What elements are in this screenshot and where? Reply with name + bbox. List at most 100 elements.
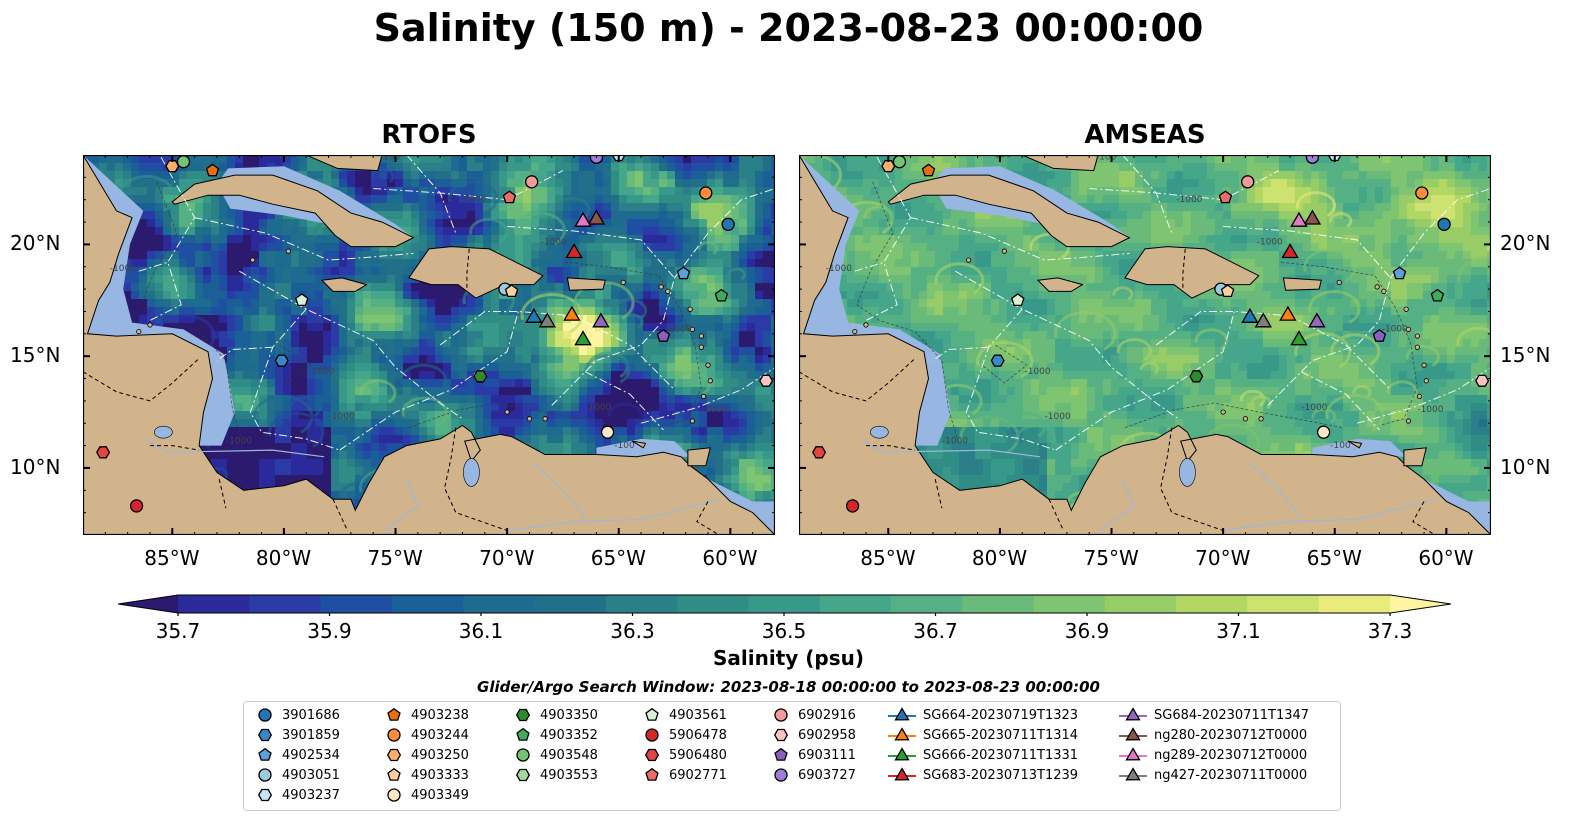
- legend-marker[interactable]: [644, 748, 660, 762]
- legend-marker[interactable]: [387, 767, 401, 781]
- glider-SG683-20230713T1239[interactable]: [565, 243, 583, 259]
- legend-marker[interactable]: [1125, 727, 1141, 741]
- lat-tick-label: 15°N: [10, 343, 61, 368]
- legend-marker[interactable]: [258, 708, 272, 722]
- glider-ng289-20230712T0000[interactable]: [1290, 211, 1308, 227]
- float-4903238[interactable]: [205, 163, 220, 177]
- float-4902534[interactable]: [676, 266, 691, 280]
- float-4903250[interactable]: [881, 160, 896, 173]
- legend-marker[interactable]: [387, 788, 401, 802]
- float-4903548[interactable]: [176, 155, 191, 169]
- legend-marker[interactable]: [894, 707, 910, 721]
- float-5906478[interactable]: [129, 499, 144, 513]
- float-3901859[interactable]: [990, 354, 1005, 367]
- float-4903350[interactable]: [1189, 370, 1204, 383]
- float-6902958[interactable]: [759, 374, 774, 387]
- glider-SG684-20230711T1347[interactable]: [1308, 312, 1326, 328]
- legend-marker[interactable]: [645, 707, 659, 721]
- glider-ng427-20230711T0000[interactable]: [538, 312, 557, 328]
- float-4903548[interactable]: [892, 155, 907, 169]
- float-4903352[interactable]: [714, 288, 729, 302]
- legend-marker[interactable]: [387, 707, 401, 721]
- glider-SG666-20230711T1331[interactable]: [1290, 330, 1308, 346]
- legend-marker[interactable]: [258, 747, 272, 761]
- legend-marker[interactable]: [894, 747, 910, 761]
- legend-label: 3901686: [282, 707, 340, 723]
- float-4903250[interactable]: [165, 160, 180, 173]
- float-4903333[interactable]: [1220, 284, 1235, 298]
- legend-marker[interactable]: [257, 728, 273, 742]
- map-amseas[interactable]: -1000 -1000 -1000 -1000 -100 -100 -100 -1000 -10…: [798, 154, 1492, 536]
- float-4902534[interactable]: [1392, 266, 1407, 280]
- glider-SG664-20230719T1323[interactable]: [1241, 307, 1259, 323]
- float-6903727[interactable]: [1305, 155, 1320, 164]
- float-6903111[interactable]: [656, 329, 671, 342]
- legend-marker[interactable]: [773, 728, 789, 742]
- float-4903238[interactable]: [921, 163, 936, 177]
- legend-entry: 6902958: [770, 725, 856, 745]
- float-4903349[interactable]: [1316, 425, 1331, 439]
- glider-SG665-20230711T1314[interactable]: [1279, 305, 1297, 321]
- legend-marker[interactable]: [894, 727, 910, 741]
- legend-marker[interactable]: [515, 708, 531, 722]
- float-6903727[interactable]: [589, 155, 604, 164]
- colorbar-bin: [1176, 595, 1249, 613]
- legend-label: SG684-20230711T1347: [1154, 707, 1310, 723]
- legend-marker[interactable]: [1125, 767, 1141, 781]
- float-4903352[interactable]: [1430, 288, 1445, 302]
- float-6902916[interactable]: [1241, 175, 1255, 189]
- float-6902771[interactable]: [502, 190, 517, 204]
- float-6902916[interactable]: [525, 175, 539, 189]
- colorbar-label: Salinity (psu): [712, 646, 864, 670]
- colorbar-bin: [748, 595, 821, 613]
- float-4903561[interactable]: [295, 293, 309, 307]
- legend-marker[interactable]: [1125, 707, 1141, 721]
- legend-marker[interactable]: [516, 748, 530, 762]
- float-5906478[interactable]: [845, 499, 860, 513]
- legend-marker[interactable]: [1125, 747, 1141, 761]
- glider-SG683-20230713T1239[interactable]: [1281, 243, 1299, 259]
- colorbar-bin: [320, 595, 393, 613]
- float-6902771[interactable]: [1218, 190, 1233, 204]
- glider-SG665-20230711T1314[interactable]: [563, 305, 581, 321]
- float-4903244[interactable]: [699, 186, 713, 200]
- float-6903111[interactable]: [1372, 329, 1387, 342]
- glider-SG664-20230719T1323[interactable]: [525, 307, 543, 323]
- glider-SG666-20230711T1331[interactable]: [574, 330, 592, 346]
- legend-marker[interactable]: [257, 788, 273, 802]
- legend-marker[interactable]: [774, 708, 788, 722]
- glider-SG684-20230711T1347[interactable]: [592, 312, 610, 328]
- float-4903349[interactable]: [600, 425, 615, 439]
- glider-ng289-20230712T0000[interactable]: [574, 211, 592, 227]
- legend-marker[interactable]: [515, 768, 531, 782]
- float-4903333[interactable]: [504, 284, 519, 298]
- glider-ng427-20230711T0000[interactable]: [1254, 312, 1273, 328]
- legend-marker[interactable]: [645, 767, 659, 781]
- float-4903350[interactable]: [473, 370, 488, 383]
- float-5906480[interactable]: [812, 446, 827, 459]
- legend-marker[interactable]: [386, 748, 402, 762]
- legend-label: 3901859: [282, 727, 340, 743]
- legend-marker[interactable]: [645, 728, 659, 742]
- float-3901686[interactable]: [1437, 217, 1451, 231]
- colorbar-bin: [605, 595, 678, 613]
- legend-marker[interactable]: [774, 768, 788, 782]
- glider-ng280-20230712T0000[interactable]: [587, 209, 606, 225]
- float-4903561[interactable]: [1011, 293, 1025, 307]
- float-5906480[interactable]: [96, 446, 111, 459]
- legend-marker[interactable]: [387, 728, 401, 742]
- legend-marker[interactable]: [516, 727, 530, 741]
- legend-marker[interactable]: [258, 768, 272, 782]
- float-4903244[interactable]: [1415, 186, 1429, 200]
- legend-float-marker: [387, 728, 401, 742]
- glider-ng280-20230712T0000[interactable]: [1303, 209, 1322, 225]
- float-6902958[interactable]: [1475, 374, 1490, 387]
- legend-float-marker: [644, 748, 660, 762]
- float-3901859[interactable]: [274, 354, 289, 367]
- svg-text:-1000: -1000: [110, 264, 136, 274]
- legend-marker[interactable]: [894, 767, 910, 781]
- legend-marker[interactable]: [774, 747, 788, 761]
- float-3901686[interactable]: [721, 217, 735, 231]
- lon-tick-label: 75°W: [367, 546, 423, 570]
- map-rtofs[interactable]: -1000 -1000 -1000 -1000 -100 -100 -100 -1000 -10…: [82, 154, 776, 536]
